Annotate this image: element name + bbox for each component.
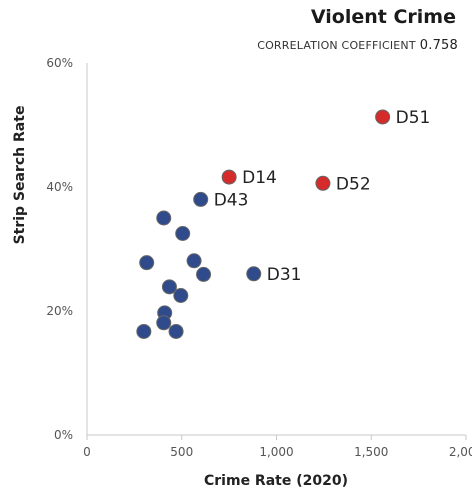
- scatter-point: [136, 323, 152, 339]
- scatter-point: [193, 191, 209, 207]
- correlation-label: CORRELATION COEFFICIENT: [257, 39, 416, 52]
- y-tick-label: 40%: [46, 180, 73, 194]
- scatter-point: [246, 266, 262, 282]
- x-tick-label: 0: [83, 445, 91, 459]
- x-tick-label: 500: [170, 445, 193, 459]
- point-label: D43: [214, 190, 249, 210]
- point-label: D14: [242, 168, 277, 188]
- y-tick-label: 20%: [46, 304, 73, 318]
- x-axis-title: Crime Rate (2020): [204, 473, 348, 489]
- point-labels: D51 D14 D52 D43 D31: [214, 108, 431, 285]
- point-label: D31: [267, 265, 302, 285]
- point-label: D52: [336, 174, 371, 194]
- y-tick-label: 0%: [54, 428, 73, 442]
- scatter-point: [173, 288, 189, 303]
- axes: 0 500 1,000 1,500 2,000 0% 20% 40% 60%: [46, 56, 472, 459]
- x-tick-label: 2,000: [449, 445, 472, 459]
- scatter-point: [156, 210, 172, 226]
- scatter-point: [315, 175, 331, 191]
- chart-subtitle: CORRELATION COEFFICIENT 0.758: [257, 38, 458, 53]
- scatter-point: [156, 315, 172, 331]
- scatter-point: [186, 253, 202, 269]
- x-tick-label: 1,500: [354, 445, 388, 459]
- scatter-point: [196, 266, 212, 282]
- x-tick-label: 1,000: [259, 445, 293, 459]
- scatter-point: [161, 279, 177, 295]
- scatter-point: [175, 226, 191, 241]
- chart-title: Violent Crime: [310, 6, 456, 28]
- scatter-point: [139, 255, 155, 271]
- point-label: D51: [396, 108, 431, 128]
- scatter-point: [168, 323, 184, 339]
- data-points: [136, 109, 391, 339]
- scatter-point: [221, 169, 237, 185]
- correlation-value: 0.758: [419, 38, 458, 53]
- y-tick-label: 60%: [46, 56, 73, 70]
- scatter-point: [375, 109, 391, 125]
- y-axis-title: Strip Search Rate: [12, 106, 28, 245]
